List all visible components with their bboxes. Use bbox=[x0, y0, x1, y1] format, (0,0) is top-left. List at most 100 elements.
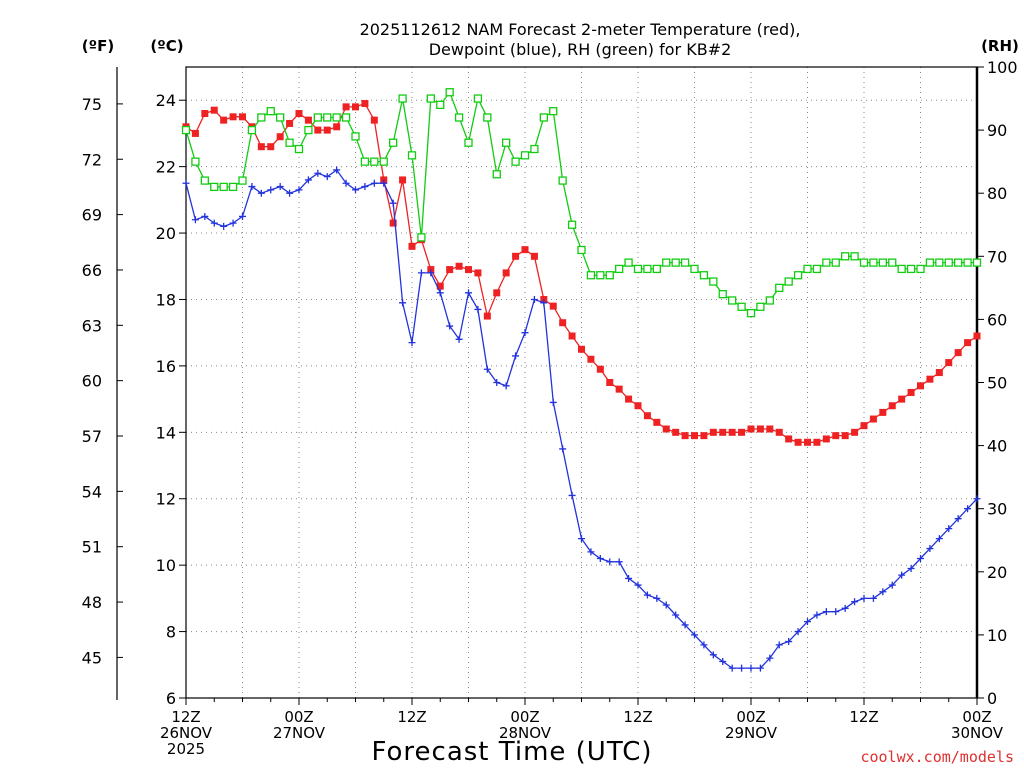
rh-unit-label: (RH) bbox=[981, 37, 1019, 55]
dewpoint-marker bbox=[625, 574, 633, 582]
dewpoint-marker bbox=[502, 382, 510, 390]
rh-marker bbox=[972, 258, 982, 267]
temp-marker bbox=[257, 143, 265, 151]
fahrenheit-tick-label: 54 bbox=[82, 482, 102, 501]
temp-marker bbox=[568, 332, 576, 340]
rh-marker bbox=[793, 271, 803, 280]
grid-lines bbox=[186, 67, 977, 699]
rh-marker bbox=[483, 113, 492, 122]
temp-marker bbox=[822, 435, 830, 443]
rh-marker bbox=[370, 157, 379, 166]
rh-marker bbox=[473, 94, 483, 103]
rh-marker bbox=[285, 138, 294, 147]
temp-marker bbox=[229, 113, 237, 121]
dewpoint-marker bbox=[248, 183, 256, 191]
dewpoint-marker bbox=[794, 628, 802, 636]
dewpoint-marker bbox=[314, 169, 322, 177]
rh-marker bbox=[944, 258, 953, 267]
rh-marker bbox=[332, 113, 341, 122]
temp-marker bbox=[352, 103, 359, 111]
rh-tick-label: 60 bbox=[987, 310, 1007, 329]
celsius-tick-label: 20 bbox=[156, 224, 176, 243]
dewpoint-marker bbox=[276, 183, 284, 191]
temp-marker bbox=[738, 428, 746, 436]
celsius-tick-label: 6 bbox=[166, 689, 176, 708]
rh-tick-label: 100 bbox=[987, 58, 1018, 77]
dewpoint-marker bbox=[851, 598, 859, 606]
temp-marker bbox=[615, 385, 623, 393]
temp-marker bbox=[804, 438, 811, 446]
x-tick-label: 29NOV bbox=[725, 724, 778, 742]
rh-marker bbox=[596, 271, 605, 280]
dewpoint-marker bbox=[333, 166, 341, 174]
dewpoint-marker bbox=[643, 591, 651, 599]
series-dewpoint bbox=[182, 166, 981, 672]
rh-marker bbox=[341, 113, 351, 122]
dewpoint-marker bbox=[804, 618, 811, 626]
temp-marker bbox=[775, 428, 783, 436]
temp-marker bbox=[220, 116, 228, 124]
temp-marker bbox=[898, 395, 906, 403]
temp-marker bbox=[973, 332, 981, 340]
temp-marker bbox=[559, 319, 567, 327]
fahrenheit-tick-label: 57 bbox=[82, 427, 102, 446]
fahrenheit-tick-label: 69 bbox=[82, 206, 102, 225]
dewpoint-marker bbox=[304, 176, 312, 184]
x-tick-label: 27NOV bbox=[273, 724, 326, 742]
dewpoint-marker bbox=[521, 329, 529, 337]
dewpoint-marker bbox=[474, 305, 482, 313]
rh-marker bbox=[464, 138, 473, 147]
rh-marker bbox=[191, 157, 200, 166]
fahrenheit-tick-label: 60 bbox=[82, 372, 102, 391]
dewpoint-marker bbox=[257, 189, 265, 197]
tick-labels: 6 8 10 12 14 16 18 20 22 24 45 48 51 54 57 60 63 66 69 72 75… bbox=[82, 58, 1018, 758]
rh-marker bbox=[398, 94, 407, 103]
rh-marker bbox=[671, 258, 680, 267]
fahrenheit-unit-label: (ºF) bbox=[82, 37, 114, 55]
rh-marker bbox=[859, 258, 869, 267]
fahrenheit-tick-label: 63 bbox=[82, 316, 102, 335]
chart-title-line1: 2025112612 NAM Forecast 2-meter Temperat… bbox=[360, 20, 801, 39]
dewpoint-marker bbox=[709, 651, 717, 659]
rh-marker bbox=[379, 157, 388, 166]
rh-marker bbox=[765, 296, 774, 305]
celsius-tick-label: 12 bbox=[156, 490, 176, 509]
watermark: coolwx.com/models bbox=[860, 748, 1014, 766]
rh-tick-label: 20 bbox=[987, 563, 1007, 582]
dewpoint-marker bbox=[191, 216, 199, 224]
dewpoint-marker bbox=[879, 588, 887, 596]
dewpoint-marker bbox=[399, 299, 407, 307]
x-tick-label: 28NOV bbox=[499, 724, 552, 742]
temp-marker bbox=[361, 100, 369, 108]
temp-marker bbox=[521, 246, 529, 254]
dewpoint-marker bbox=[568, 491, 576, 499]
temp-marker bbox=[512, 252, 520, 260]
rh-marker bbox=[963, 258, 972, 267]
rh-marker bbox=[756, 302, 765, 311]
x-tick-label: 12Z bbox=[623, 708, 652, 726]
temp-marker bbox=[926, 375, 934, 383]
temp-marker bbox=[841, 432, 849, 440]
rh-marker bbox=[181, 125, 191, 135]
temp-marker bbox=[888, 402, 896, 410]
celsius-tick-label: 22 bbox=[156, 158, 176, 177]
dewpoint-marker bbox=[766, 654, 774, 662]
dewpoint-marker bbox=[898, 571, 906, 579]
rh-marker bbox=[257, 113, 266, 122]
dewpoint-marker bbox=[700, 641, 708, 649]
dewpoint-marker bbox=[926, 545, 934, 553]
dewpoint-marker bbox=[945, 525, 953, 533]
dewpoint-marker bbox=[785, 638, 793, 646]
dewpoint-marker bbox=[728, 664, 736, 672]
rh-tick-label: 70 bbox=[987, 247, 1007, 266]
rh-marker bbox=[652, 264, 661, 274]
x-tick-label: 00Z bbox=[284, 708, 313, 726]
rh-marker bbox=[294, 144, 304, 154]
rh-marker bbox=[276, 113, 285, 122]
dewpoint-marker bbox=[446, 322, 454, 330]
rh-marker bbox=[803, 264, 812, 274]
dewpoint-marker bbox=[964, 505, 972, 513]
dewpoint-marker bbox=[483, 365, 491, 373]
dewpoint-marker bbox=[606, 558, 614, 566]
x-tick-label: 26NOV bbox=[160, 724, 213, 742]
